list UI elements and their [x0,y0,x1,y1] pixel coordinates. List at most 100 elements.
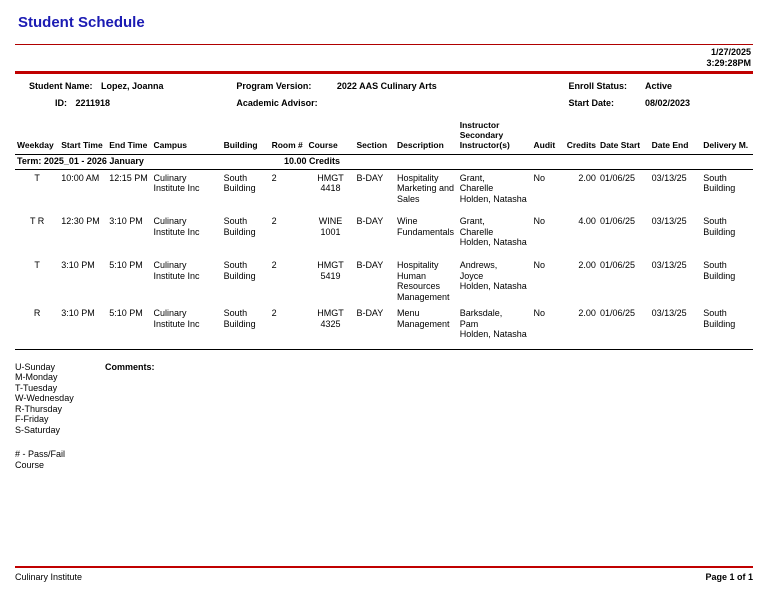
program-version-field: Program Version: 2022 AAS Culinary Arts [236,81,568,91]
enroll-status-field: Enroll Status: Active [568,81,753,91]
schedule-table: Weekday Start Time End Time Campus Build… [15,118,753,350]
program-version-value: 2022 AAS Culinary Arts [336,81,437,91]
print-datetime: 1/27/2025 3:29:28PM [15,45,753,70]
page-title: Student Schedule [18,14,145,31]
cell-room: 2 [271,172,277,183]
cell-audit: No [533,260,546,270]
cell-audit: No [531,305,565,350]
cell-campus: Culinary Institute Inc [151,305,222,350]
cell-description: Menu Management [395,305,458,350]
cell-date-start: 01/06/25 [599,172,635,183]
col-header-description: Description [395,118,458,155]
academic-advisor-label: Academic Advisor: [236,98,318,108]
page-footer: Culinary Institute Page 1 of 1 [15,566,753,582]
cell-credits: 2.00 [578,260,596,270]
comments-label: Comments: [105,361,155,372]
schedule-row: T R 12:30 PM 3:10 PM Culinary Institute … [15,213,753,257]
cell-date-end: 03/13/25 [649,305,702,350]
cell-building: South Building [221,305,270,350]
cell-audit: No [533,172,546,183]
col-header-credits: Credits [564,118,598,155]
cell-room: 2 [271,260,277,270]
start-date-value: 08/02/2023 [645,98,691,108]
cell-weekday: R [15,305,60,350]
cell-start-time: 12:30 PM [61,216,100,226]
cell-section: B-DAY [356,172,384,183]
cell-room: 2 [271,216,277,226]
cell-end-time: 3:10 PM [109,216,143,226]
cell-course: HMGT 4325 [306,305,355,350]
cell-instructor: Grant, Charelle Holden, Natasha [459,172,527,204]
col-header-course: Course [306,118,355,155]
student-name-label: Student Name: [29,81,93,91]
cell-section: B-DAY [356,216,384,226]
cell-date-start: 01/06/25 [599,216,635,226]
cell-weekday: T [34,172,40,183]
col-header-weekday: Weekday [15,118,60,155]
student-name-field: Student Name: Lopez, Joanna [15,81,236,91]
cell-delivery: South Building [701,305,753,350]
col-header-audit: Audit [531,118,565,155]
col-header-instructor: Instructor Secondary Instructor(s) [457,118,532,155]
cell-start-time: 3:10 PM [59,305,108,350]
schedule-row: R 3:10 PM 5:10 PM Culinary Institute Inc… [15,305,753,350]
cell-date-end: 03/13/25 [651,260,687,270]
col-header-building: Building [221,118,270,155]
weekday-legend: U-Sunday M-Monday T-Tuesday W-Wednesday … [15,362,105,436]
enroll-status-label: Enroll Status: [568,81,627,91]
legend-section: U-Sunday M-Monday T-Tuesday W-Wednesday … [15,362,753,436]
footer-institution: Culinary Institute [15,572,83,582]
cell-course: HMGT 4418 [317,172,344,194]
cell-campus: Culinary Institute Inc [153,216,200,237]
print-time: 3:29:28PM [706,58,751,68]
term-credits: 10.00 Credits [269,154,355,170]
legend-item: R-Thursday [15,403,63,414]
cell-building: South Building [223,216,256,237]
student-name-value: Lopez, Joanna [101,81,164,91]
cell-course: HMGT 5419 [317,260,344,281]
schedule-row: T 3:10 PM 5:10 PM Culinary Institute Inc… [15,257,753,305]
cell-audit: No [533,216,546,226]
student-id-field: ID: 2211918 [15,98,236,108]
cell-end-time: 5:10 PM [107,305,152,350]
print-date: 1/27/2025 [710,47,751,57]
cell-campus: Culinary Institute Inc [153,260,200,281]
cell-delivery: South Building [703,172,736,194]
col-header-date-start: Date Start [597,118,650,155]
start-date-label: Start Date: [568,98,614,108]
schedule-row: T 10:00 AM 12:15 PM Culinary Institute I… [15,169,753,213]
cell-date-start: 01/06/25 [599,260,635,270]
cell-credits: 2.00 [578,172,596,183]
legend-item: S-Saturday [15,424,61,435]
legend-item: F-Friday [15,414,49,424]
cell-end-time: 12:15 PM [109,172,148,183]
cell-credits: 4.00 [578,216,596,226]
passfail-note: # - Pass/Fail Course [15,449,66,470]
legend-item: T-Tuesday [15,382,58,393]
cell-section: B-DAY [354,305,396,350]
cell-room: 2 [269,305,307,350]
term-row: Term: 2025_01 - 2026 January 10.00 Credi… [15,154,753,170]
student-id-value: 2211918 [75,98,111,108]
academic-advisor-field: Academic Advisor: [236,98,568,108]
term-label: Term: 2025_01 - 2026 January [15,154,270,170]
col-header-room: Room # [269,118,307,155]
student-id-label: ID: [55,98,67,108]
start-date-field: Start Date: 08/02/2023 [568,98,753,108]
program-version-label: Program Version: [236,81,312,91]
col-header-delivery: Delivery M. [701,118,753,155]
cell-weekday: T [34,260,40,270]
cell-date-start: 01/06/25 [597,305,650,350]
header-divider-line [15,71,753,74]
cell-date-end: 03/13/25 [651,216,687,226]
legend-item: U-Sunday [15,361,56,372]
legend-item: W-Wednesday [15,393,74,403]
footer-page-number: Page 1 of 1 [705,572,753,582]
cell-credits: 2.00 [564,305,598,350]
cell-building: South Building [223,260,256,281]
cell-weekday: T R [29,216,45,226]
col-header-start-time: Start Time [59,118,108,155]
cell-start-time: 3:10 PM [61,260,95,270]
legend-item: M-Monday [15,372,58,382]
